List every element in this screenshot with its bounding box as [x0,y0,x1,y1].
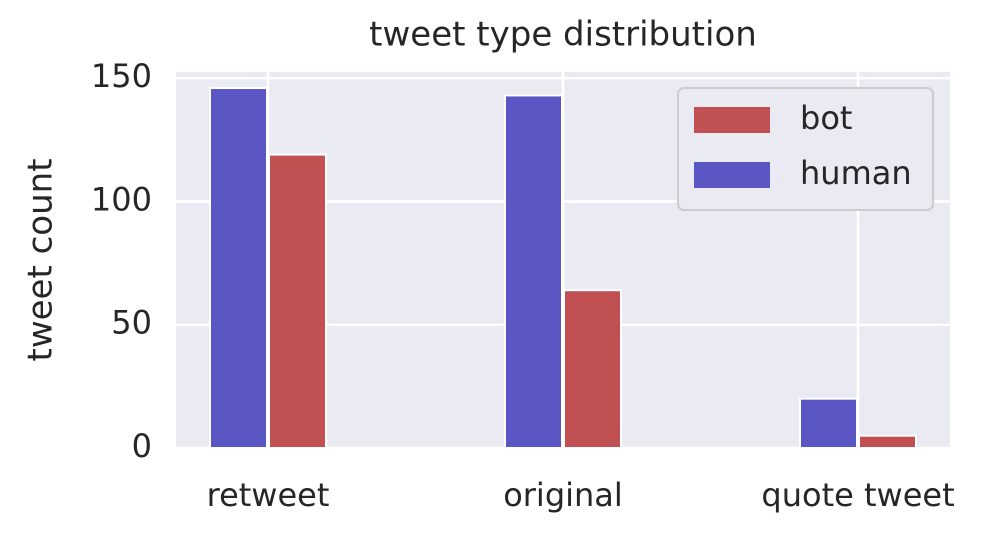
y-tick-label: 100 [91,180,152,218]
bar [799,397,858,450]
y-axis-label: tweet count [21,158,61,361]
y-tick-label: 50 [111,304,152,342]
chart-title: tweet type distribution [369,15,757,55]
bar [563,289,622,449]
legend-label: bot [800,99,852,137]
y-tick-label: 0 [132,427,152,465]
x-tick-label: quote tweet [761,476,954,514]
x-tick-label: original [503,476,623,514]
bar [858,434,917,449]
legend-swatch [694,107,770,133]
bar [504,94,563,450]
bar [268,153,327,450]
x-tick-label: retweet [207,476,330,514]
bar [209,87,268,450]
y-tick-label: 150 [91,57,152,95]
legend-label: human [800,154,912,192]
legend-swatch [694,162,770,188]
